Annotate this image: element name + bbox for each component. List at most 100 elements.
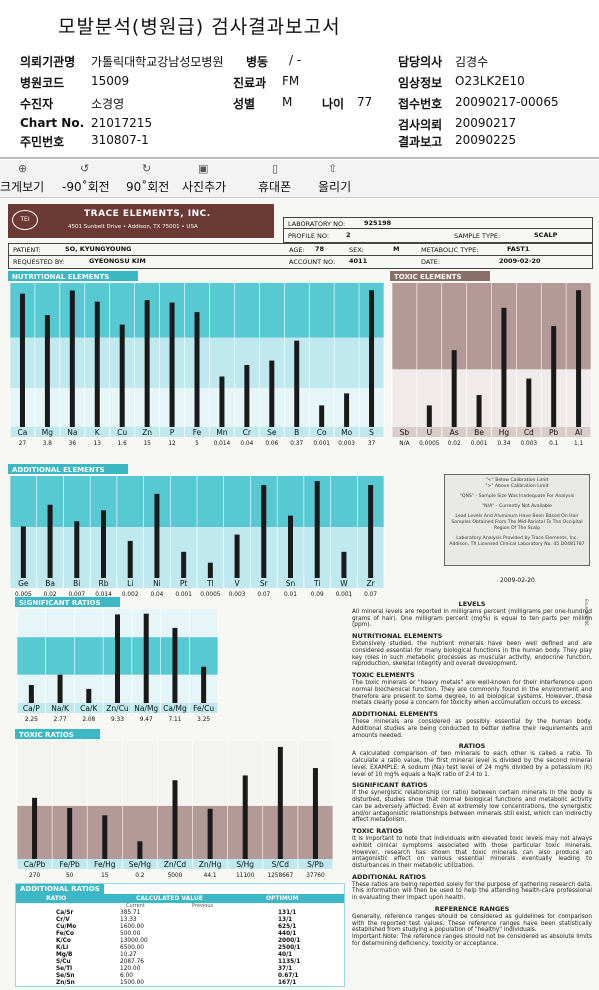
rotate-right-icon: ↻ (142, 162, 152, 175)
category-label: Zn (142, 428, 152, 437)
category-label: Cu (117, 428, 127, 437)
category-cell (90, 578, 117, 588)
patient-value: 소경영 (91, 97, 125, 111)
section-body: If the synergistic relationship (or rati… (352, 790, 592, 824)
category-label: Na (67, 428, 77, 437)
ratio-name: Se/Sn (56, 973, 75, 979)
bar (368, 485, 374, 578)
section-heading: TOXIC ELEMENTS (352, 671, 415, 680)
value-label: 0.04 (150, 592, 163, 598)
value-label: 0.1 (549, 441, 559, 447)
category-cell (259, 427, 284, 437)
section-heading: REFERENCE RANGES (434, 905, 510, 914)
value-label: 0.003 (338, 441, 355, 447)
category-label: U (427, 428, 433, 437)
ratio-optimum: 440/1 (278, 931, 297, 937)
toolbar-phone-button[interactable]: ▯ 휴대폰 (254, 160, 302, 198)
info-row-4: Chart No. 21017215 검사의뢰 20090217 (0, 116, 599, 136)
category-label: Pb (549, 428, 559, 437)
value-label: 0.02 (448, 441, 461, 447)
ratio-name: Zn/Sn (56, 980, 75, 986)
category-label: Ni (153, 579, 161, 588)
category-cell (35, 427, 60, 437)
ratio-row: Cu/Mo 1600.00 625/1 (16, 924, 344, 931)
category-label: Tl (206, 579, 214, 588)
category-label: Cd (524, 428, 534, 437)
patient-field-value: SO, KYUNGYOUNG (65, 245, 132, 253)
bar (119, 324, 125, 427)
category-label: Sn (286, 579, 296, 588)
category-cell (331, 578, 357, 588)
ratios-rows: Ca/Sr 385.71 131/1 Cr/V 13.33 13/1 Cu/Mo 1600.0… (16, 910, 344, 987)
toolbar-zoom-button[interactable]: ⊕ 크게보기 (0, 160, 52, 198)
category-cell (209, 427, 234, 437)
bar (47, 504, 53, 578)
category-cell (284, 427, 309, 437)
bar (44, 315, 50, 427)
doctor-label: 담당의사 (398, 55, 443, 69)
category-cell (234, 427, 259, 437)
toolbar-rotate-left-button[interactable]: ↺ -90˚회전 (58, 160, 118, 198)
bar (476, 395, 482, 427)
sample-type-value: SCALP (534, 231, 558, 239)
category-cell (17, 859, 52, 869)
value-label: 0.34 (497, 441, 510, 447)
bar (194, 312, 200, 427)
category-cell (224, 578, 250, 588)
value-label: 9.33 (111, 717, 124, 723)
nutritional-elements-chart: NUTRITIONAL ELEMENTS Ca 27 Mg 3.8 Na 36 K 13 Cu 1.… (8, 271, 385, 447)
toolbar-label: 크게보기 (0, 180, 45, 194)
ratio-optimum: 1135/1 (278, 959, 301, 965)
institution-label: 의뢰기관명 (20, 55, 76, 69)
report-image: TEI TRACE ELEMENTS, INC. 4501 Sunbelt Dr… (0, 199, 599, 990)
age-value: 77 (357, 95, 373, 109)
category-label: V (235, 579, 241, 588)
bar (426, 405, 432, 427)
info-row-3: 수진자 소경영 성별 M 나이 77 접수번호 20090217-00065 (0, 95, 599, 115)
ratio-value: 13.33 (120, 917, 137, 923)
lab-name: TRACE ELEMENTS, INC. (84, 209, 211, 219)
dept-label: 진료과 (233, 76, 267, 90)
category-cell (60, 427, 85, 437)
category-label: Ca/P (23, 704, 40, 713)
category-cell (193, 859, 228, 869)
category-label: Li (127, 579, 133, 588)
value-label: N/A (399, 441, 409, 447)
ratio-value: 1500.00 (120, 980, 144, 986)
toolbar-label: 사진추가 (182, 180, 227, 194)
sex-field-label: SEX: (349, 246, 364, 254)
category-cell (541, 427, 566, 437)
bar (501, 307, 507, 427)
lab-banner: TEI TRACE ELEMENTS, INC. 4501 Sunbelt Dr… (8, 204, 274, 238)
current-subheader: Current (126, 903, 145, 909)
institution-value: 가톨릭대학교강남성모병원 (91, 55, 224, 69)
category-label: S (369, 428, 374, 437)
patient-label: 수진자 (20, 97, 54, 111)
toolbar-add-photo-button[interactable]: ▣ 사진추가 (178, 160, 238, 198)
toolbar-upload-button[interactable]: ⇧ 올리기 (314, 160, 362, 198)
bar (261, 485, 267, 578)
bar (219, 376, 225, 427)
category-cell (170, 578, 197, 588)
category-label: Mn (216, 428, 227, 437)
ratio-row: Zn/Sn 1500.00 167/1 (16, 980, 344, 987)
hospital-code-label: 병원코드 (20, 76, 65, 90)
ratio-value: 10.27 (120, 952, 137, 958)
toolbar-rotate-right-button[interactable]: ↻ 90˚회전 (122, 160, 174, 198)
ratio-value: 6.00 (120, 973, 133, 979)
category-label: Bi (73, 579, 80, 588)
value-label: 0.014 (214, 441, 231, 447)
category-cell (10, 578, 37, 588)
bar (28, 685, 34, 703)
chart-header (8, 271, 138, 281)
ratio-name: Mg/B (56, 952, 73, 958)
lab-address: 4501 Sunbelt Drive • Addison, TX 75001 •… (68, 224, 198, 230)
category-cell (228, 859, 263, 869)
ratio-row: Mg/B 10.27 40/1 (16, 952, 344, 959)
category-cell (157, 859, 193, 869)
explanation-text: LEVELS All mineral levels are reported in… (352, 597, 592, 987)
category-cell (135, 427, 160, 437)
request-label: 검사의뢰 (398, 118, 443, 132)
value-label: 0.005 (15, 592, 32, 598)
value-label: 0.01 (284, 592, 297, 598)
